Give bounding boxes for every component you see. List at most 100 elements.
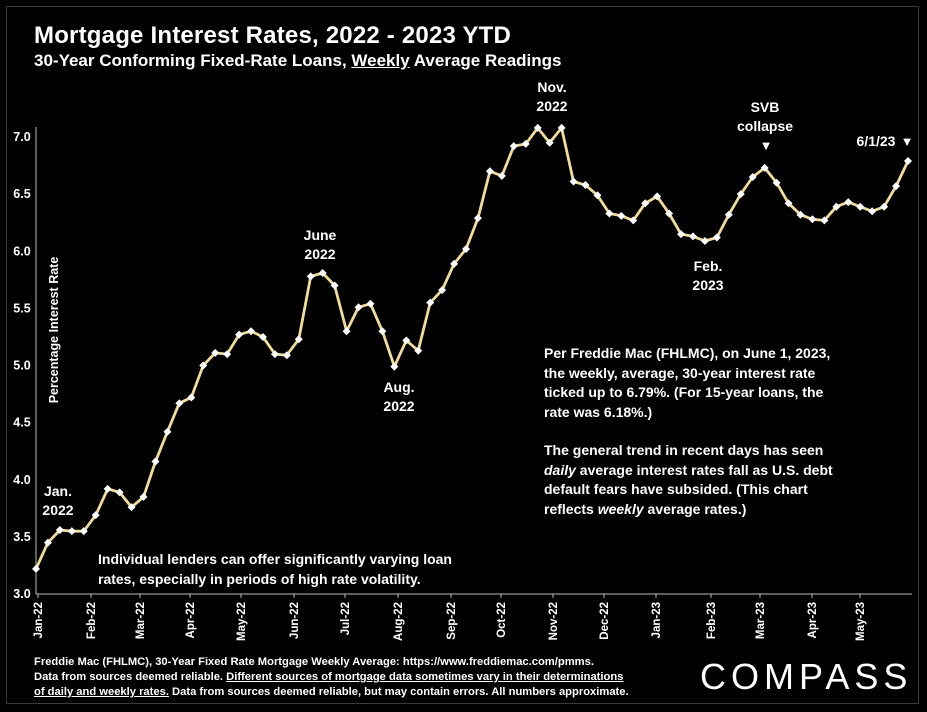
- data-point: [521, 139, 530, 148]
- x-tick-label: Sep-22: [446, 602, 458, 640]
- note-trend-line1: The general trend in recent days has see…: [544, 442, 824, 458]
- data-point: [450, 259, 459, 268]
- note-trend-line4-pre: reflects: [544, 500, 598, 517]
- data-point: [199, 361, 208, 370]
- data-point: [91, 511, 100, 520]
- footer-line2-underlined: Different sources of mortgage data somet…: [226, 671, 624, 683]
- x-tick-label: Mar-23: [755, 602, 767, 639]
- x-tick-label: Oct-22: [496, 602, 508, 638]
- data-point: [545, 138, 554, 147]
- annotation-svb-line2: collapse: [737, 118, 793, 134]
- footer-line2: Data from sources deemed reliable. Diffe…: [34, 670, 694, 685]
- y-axis-label: Percentage Interest Rate: [47, 257, 61, 404]
- note-freddie-line3: ticked up to 6.79%. (For 15-year loans, …: [544, 384, 824, 400]
- chart-title: Mortgage Interest Rates, 2022 - 2023 YTD: [34, 22, 512, 49]
- x-tick-label: Jan-23: [651, 602, 663, 638]
- note-trend-line2-rest: average interest rates fall as U.S. debt: [575, 461, 833, 478]
- data-point: [665, 209, 674, 218]
- footer-source: Freddie Mac (FHLMC), 30-Year Fixed Rate …: [34, 655, 694, 700]
- data-point: [473, 214, 482, 223]
- data-point: [390, 362, 399, 371]
- y-axis: 3.0 3.5 4.0 4.5 5.0 5.5 6.0 6.5 7.0: [13, 127, 37, 601]
- data-point: [175, 399, 184, 408]
- data-point: [724, 210, 733, 219]
- data-point: [378, 327, 387, 336]
- footer-line1: Freddie Mac (FHLMC), 30-Year Fixed Rate …: [34, 656, 594, 668]
- annotation-jan-2022-line1: Jan.: [44, 483, 72, 499]
- svb-arrow-icon: ▼: [760, 138, 773, 153]
- note-trend-line4-post: average rates.): [643, 500, 747, 517]
- data-point: [127, 503, 136, 512]
- x-tick-label: Jun-22: [289, 602, 301, 639]
- data-point: [748, 172, 757, 181]
- data-point: [629, 216, 638, 225]
- data-point: [557, 123, 566, 132]
- footer-line2-text: Data from sources deemed reliable.: [34, 671, 227, 683]
- footer-line3-underlined: of daily and weekly rates.: [34, 686, 169, 698]
- footer-line3-text: Data from sources deemed reliable, but m…: [168, 686, 629, 698]
- data-point: [426, 298, 435, 307]
- data-point: [784, 199, 793, 208]
- x-axis: Jan-22 Feb-22 Mar-22 Apr-22 May-22 Jun-22 Jul-…: [33, 593, 912, 641]
- data-point: [772, 178, 781, 187]
- y-tick-label: 3.5: [13, 530, 30, 544]
- chart-subtitle: 30-Year Conforming Fixed-Rate Loans, Wee…: [34, 51, 561, 71]
- note-freddie: Per Freddie Mac (FHLMC), on June 1, 2023…: [544, 344, 833, 519]
- note-trend-line2: daily average interest rates fall as U.S…: [544, 461, 833, 481]
- data-point: [677, 230, 686, 239]
- data-point: [282, 351, 291, 360]
- data-point: [892, 182, 901, 191]
- annotation-nov-2022-line1: Nov.: [537, 79, 566, 95]
- annotations: Jan. 2022 June 2022 Aug. 2022 Nov. 2022 …: [42, 79, 913, 518]
- data-point: [306, 272, 315, 281]
- annotation-aug-2022-line2: 2022: [383, 398, 414, 414]
- data-point: [688, 232, 697, 241]
- data-point: [569, 177, 578, 186]
- data-point: [187, 393, 196, 402]
- y-tick-label: 4.0: [13, 473, 30, 487]
- data-point: [904, 156, 912, 165]
- data-point: [796, 210, 805, 219]
- data-point: [509, 142, 518, 151]
- y-tick-label: 6.0: [13, 244, 30, 258]
- y-tick-label: 5.5: [13, 301, 30, 315]
- data-point: [258, 332, 267, 341]
- data-point: [139, 492, 148, 501]
- data-point: [354, 303, 363, 312]
- data-point: [151, 457, 160, 466]
- data-point: [235, 330, 244, 339]
- y-tick-label: 5.0: [13, 359, 30, 373]
- note-lenders: Individual lenders can offer significant…: [98, 550, 452, 589]
- x-tick-label: Aug-22: [393, 602, 405, 641]
- data-point: [641, 199, 650, 208]
- data-point: [79, 527, 88, 536]
- note-freddie-line2: the weekly, average, 30-year interest ra…: [544, 364, 816, 381]
- data-point: [67, 527, 76, 536]
- data-point: [844, 198, 853, 207]
- y-tick-label: 4.5: [13, 416, 30, 430]
- annotation-feb-2023-line1: Feb.: [694, 258, 723, 274]
- data-point: [820, 216, 829, 225]
- annotation-june-2022-line2: 2022: [304, 246, 335, 262]
- data-point: [211, 348, 220, 357]
- data-point: [497, 171, 506, 180]
- data-point: [103, 484, 112, 493]
- data-point: [43, 538, 52, 547]
- data-point: [115, 488, 124, 497]
- data-point: [223, 350, 232, 359]
- data-point: [533, 123, 542, 132]
- compass-logo: COMPASS: [700, 656, 913, 697]
- data-point: [653, 192, 662, 201]
- x-tick-label: May-22: [236, 602, 248, 641]
- data-point: [402, 336, 411, 345]
- data-point: [318, 268, 327, 277]
- data-point: [247, 327, 256, 336]
- chart-frame: [6, 6, 919, 704]
- data-point: [330, 281, 339, 290]
- data-point: [366, 299, 375, 308]
- data-point: [163, 427, 172, 436]
- x-tick-label: Jan-22: [33, 602, 45, 638]
- data-point: [270, 350, 279, 359]
- annotation-nov-2022-line2: 2022: [536, 98, 567, 114]
